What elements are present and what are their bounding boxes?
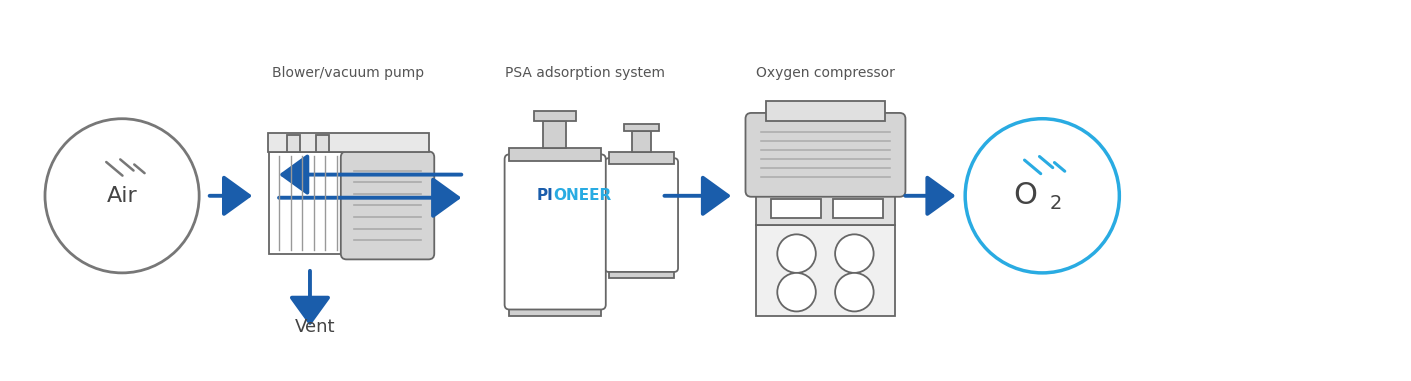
FancyBboxPatch shape: [509, 147, 601, 161]
Text: Air: Air: [107, 186, 137, 206]
FancyBboxPatch shape: [505, 154, 605, 309]
Text: O: O: [1013, 181, 1037, 210]
FancyBboxPatch shape: [270, 152, 347, 254]
Text: Vent: Vent: [295, 317, 334, 336]
Text: Oxygen compressor: Oxygen compressor: [756, 66, 895, 80]
Circle shape: [777, 273, 816, 311]
Text: Blower/vacuum pump: Blower/vacuum pump: [272, 66, 425, 80]
FancyBboxPatch shape: [341, 152, 435, 259]
Text: PI: PI: [538, 188, 553, 203]
FancyBboxPatch shape: [632, 131, 650, 152]
FancyBboxPatch shape: [268, 133, 429, 152]
FancyBboxPatch shape: [605, 158, 679, 272]
FancyBboxPatch shape: [766, 101, 885, 121]
FancyBboxPatch shape: [832, 199, 883, 218]
Text: ONEER: ONEER: [553, 188, 612, 203]
FancyBboxPatch shape: [286, 135, 301, 152]
FancyBboxPatch shape: [756, 191, 895, 225]
FancyBboxPatch shape: [770, 199, 821, 218]
Circle shape: [777, 234, 816, 273]
FancyBboxPatch shape: [316, 135, 329, 152]
Circle shape: [835, 234, 873, 273]
FancyBboxPatch shape: [608, 268, 674, 278]
FancyBboxPatch shape: [509, 305, 601, 316]
FancyBboxPatch shape: [745, 113, 906, 197]
Circle shape: [965, 119, 1119, 273]
Circle shape: [835, 273, 873, 311]
Text: PSA adsorption system: PSA adsorption system: [505, 66, 665, 80]
Circle shape: [45, 119, 199, 273]
FancyBboxPatch shape: [608, 152, 674, 164]
FancyBboxPatch shape: [543, 121, 566, 147]
FancyBboxPatch shape: [756, 225, 895, 316]
Text: 2: 2: [1050, 194, 1062, 213]
FancyBboxPatch shape: [624, 123, 659, 131]
FancyBboxPatch shape: [533, 111, 576, 121]
